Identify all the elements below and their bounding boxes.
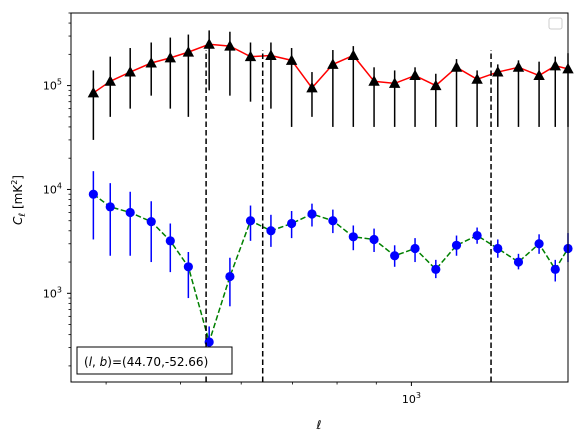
series-1-point-2 bbox=[125, 207, 135, 218]
series-1-point-6 bbox=[204, 337, 214, 347]
y-tick-label-1: 104 bbox=[43, 181, 62, 196]
series-0-point-18 bbox=[450, 61, 463, 72]
series-1-point-12 bbox=[328, 216, 338, 226]
tick-layer: 103 103 104 105 bbox=[43, 12, 421, 406]
series-1 bbox=[88, 171, 573, 366]
series-0-point-22 bbox=[533, 69, 545, 81]
series-0-point-3 bbox=[145, 57, 157, 68]
vline-layer bbox=[205, 50, 492, 382]
series-1-point-9 bbox=[266, 226, 276, 236]
series-0-point-6 bbox=[203, 38, 215, 49]
y-axis-label: Cℓ [mK2] bbox=[10, 175, 28, 225]
series-0-point-7 bbox=[224, 40, 236, 51]
series-0-point-17 bbox=[430, 79, 442, 91]
series-0-point-14 bbox=[368, 75, 380, 86]
series-1-point-20 bbox=[493, 243, 503, 254]
series-1-point-11 bbox=[307, 209, 317, 219]
series-1-point-16 bbox=[410, 243, 420, 254]
series-1-point-18 bbox=[451, 240, 462, 250]
x-tick-label-0: 103 bbox=[402, 391, 421, 406]
series-1-point-19 bbox=[472, 230, 482, 241]
series-1-point-14 bbox=[369, 234, 379, 245]
series-1-point-3 bbox=[146, 217, 156, 227]
series-1-point-8 bbox=[245, 216, 256, 226]
series-0-point-16 bbox=[409, 69, 421, 81]
series-0-point-21 bbox=[512, 61, 525, 72]
series-0-point-0 bbox=[87, 86, 100, 98]
series-1-line bbox=[92, 193, 569, 345]
series-0-point-5 bbox=[182, 46, 195, 57]
series-0-point-4 bbox=[164, 51, 177, 63]
legend-box bbox=[548, 17, 563, 30]
series-1-point-13 bbox=[348, 232, 358, 242]
series-0-point-15 bbox=[388, 77, 401, 88]
series-0-point-11 bbox=[306, 81, 318, 93]
x-axis-label: ℓ bbox=[316, 418, 322, 432]
series-1-point-15 bbox=[390, 251, 400, 261]
series-0-point-20 bbox=[492, 66, 504, 77]
series-0-point-1 bbox=[104, 75, 116, 86]
series-1-point-1 bbox=[105, 202, 115, 212]
series-1-point-4 bbox=[165, 236, 175, 246]
series-1-point-23 bbox=[550, 264, 560, 274]
series-1-point-10 bbox=[287, 218, 297, 229]
annotation-text: (l, b)=(44.70,-52.66) bbox=[84, 355, 208, 369]
series-0 bbox=[87, 30, 574, 140]
plot-frame bbox=[70, 12, 569, 383]
series-0-point-2 bbox=[124, 66, 136, 77]
y-tick-label-2: 105 bbox=[43, 78, 62, 93]
series-1-point-5 bbox=[183, 262, 193, 272]
series-1-point-21 bbox=[513, 257, 524, 267]
series-0-point-10 bbox=[285, 54, 298, 65]
series-0-point-12 bbox=[327, 58, 339, 69]
series-0-point-13 bbox=[347, 49, 360, 60]
series-0-point-9 bbox=[265, 49, 277, 60]
series-1-point-0 bbox=[88, 189, 98, 199]
series-1-point-17 bbox=[431, 264, 441, 274]
series-0-point-23 bbox=[549, 59, 561, 71]
y-tick-label-0: 103 bbox=[43, 285, 62, 300]
series-layer bbox=[87, 30, 574, 366]
annotation-box bbox=[76, 346, 233, 375]
series-1-point-22 bbox=[534, 239, 544, 249]
series-0-point-19 bbox=[471, 73, 483, 84]
series-1-point-7 bbox=[225, 271, 235, 282]
series-0-point-8 bbox=[244, 50, 257, 62]
